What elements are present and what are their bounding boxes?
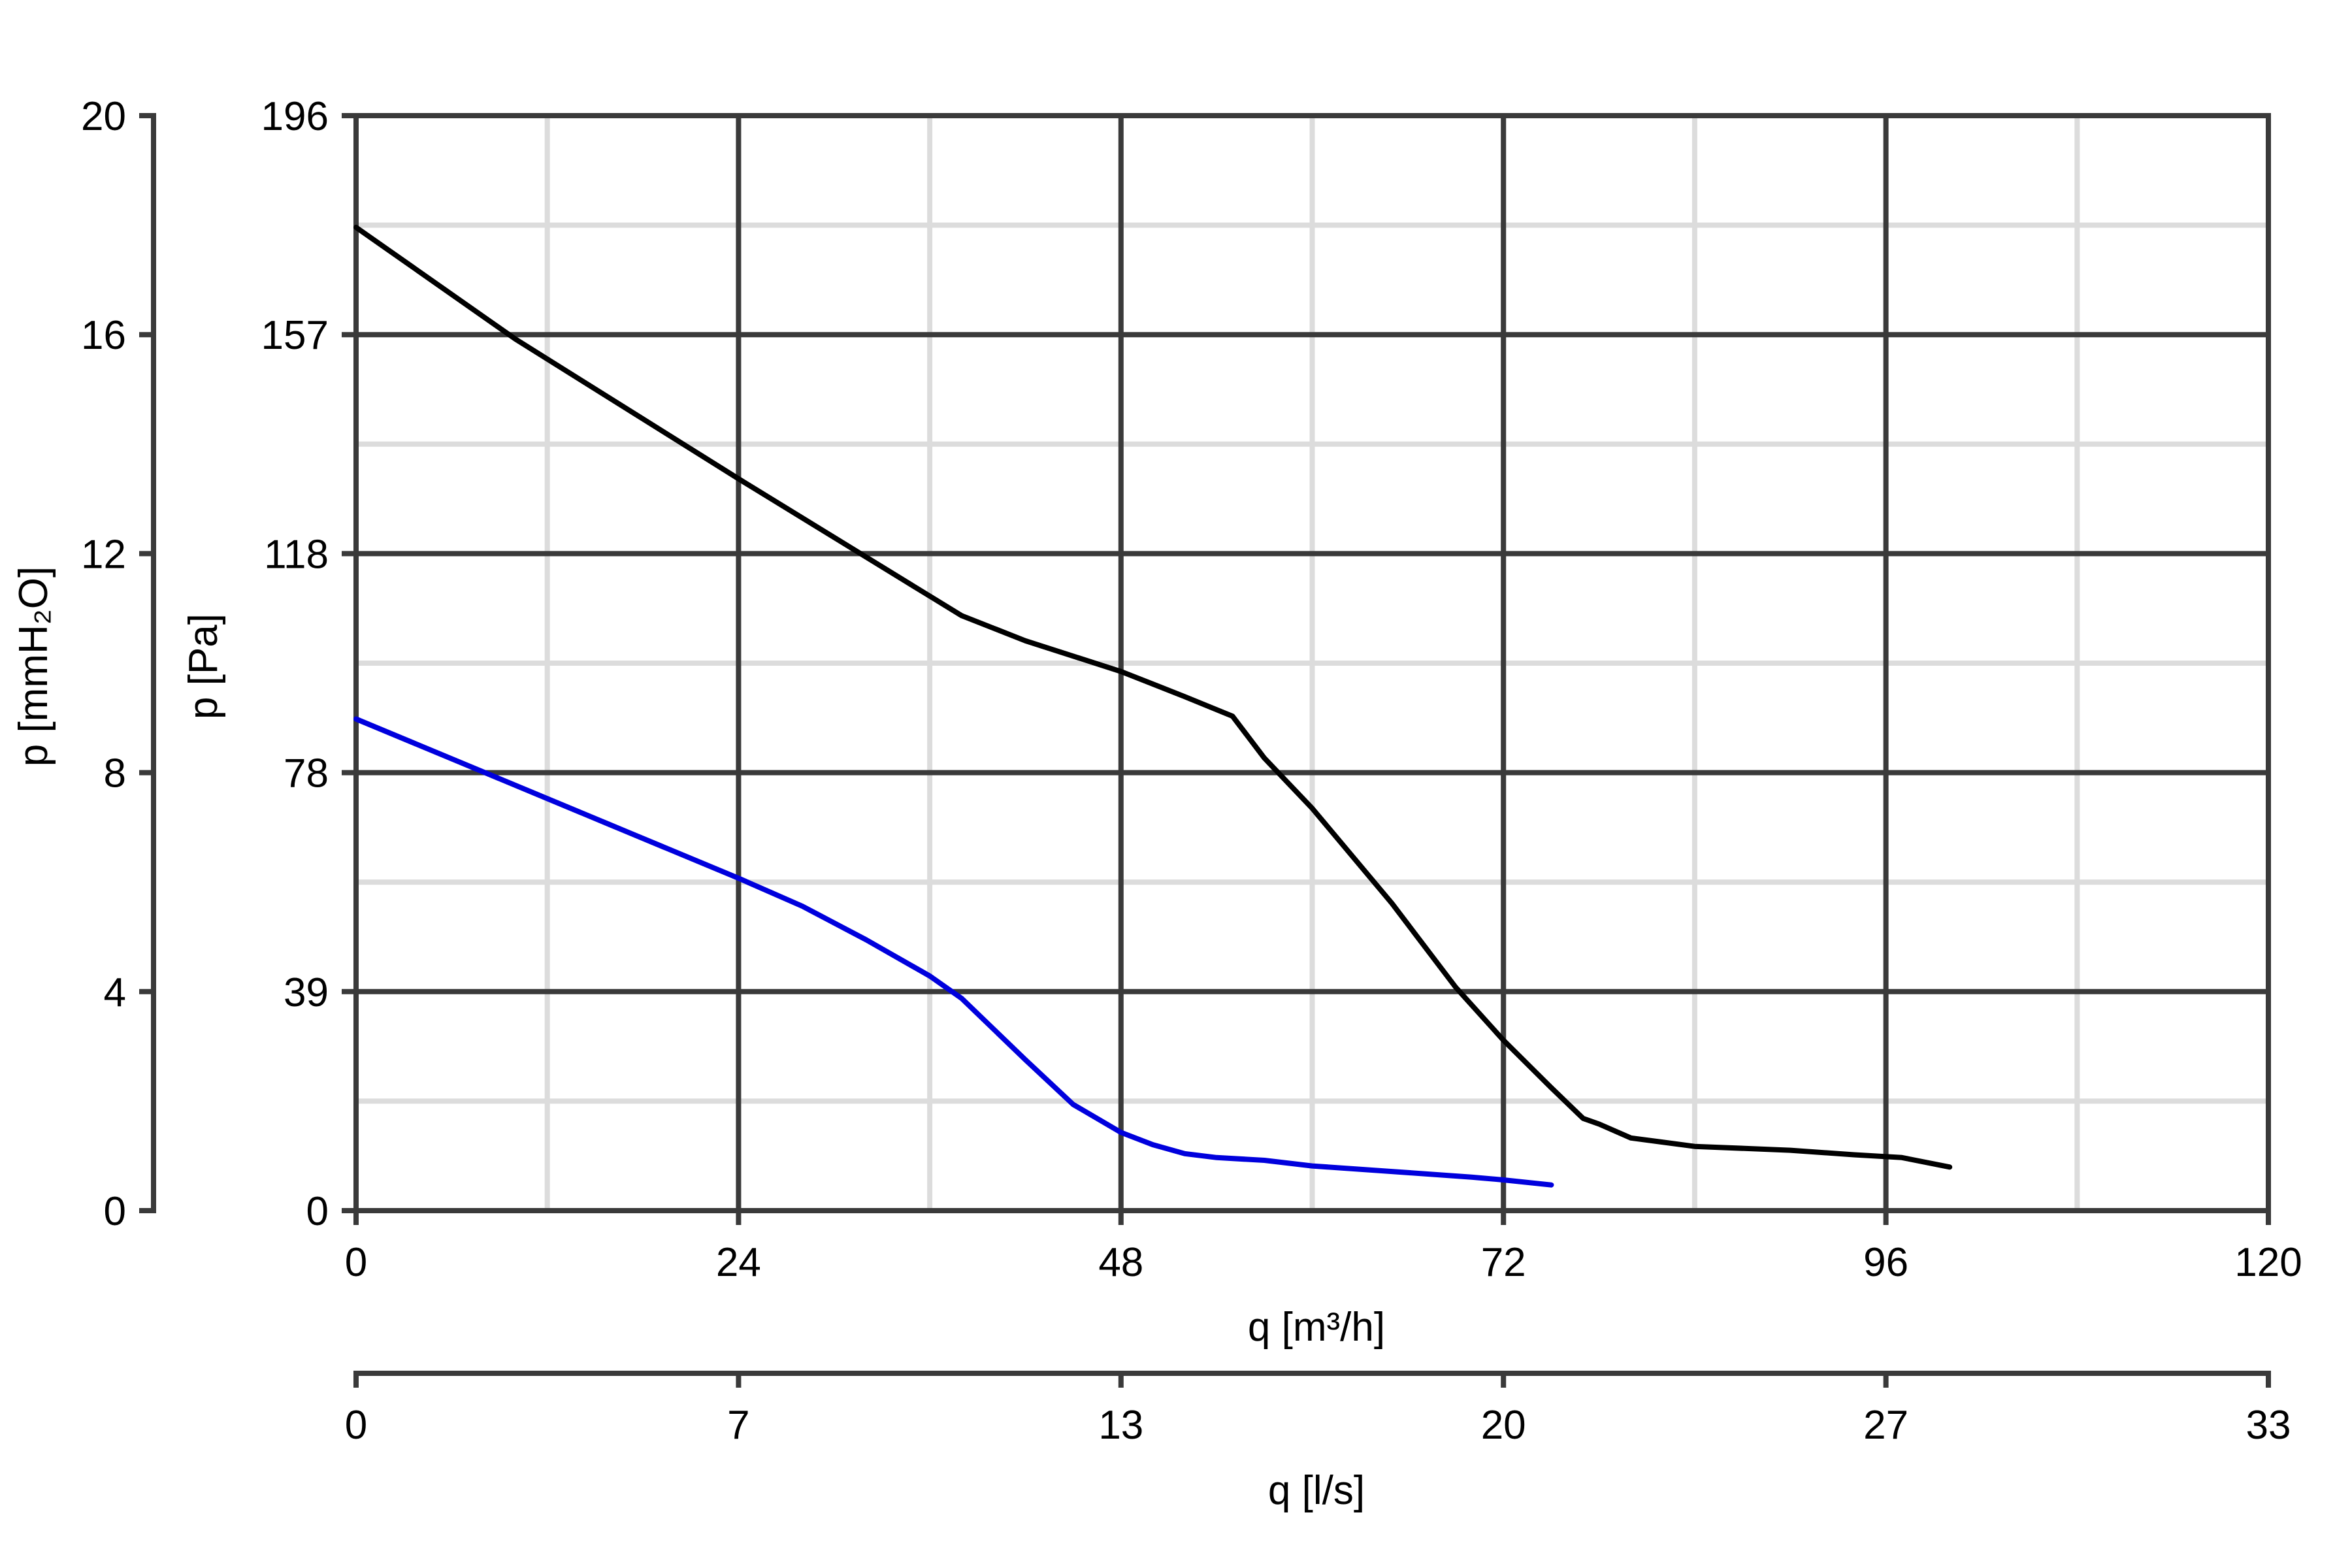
x2-tick-label: 7 bbox=[727, 1403, 749, 1448]
major-grid bbox=[356, 116, 2268, 1211]
x2-tick-label: 20 bbox=[1481, 1403, 1526, 1448]
x-tick-label: 96 bbox=[1863, 1240, 1908, 1285]
x-tick-label: 120 bbox=[2234, 1240, 2302, 1285]
y2-tick-label: 0 bbox=[104, 1189, 126, 1234]
x-axis: 0 24 48 72 96 120 bbox=[345, 1211, 2302, 1285]
x-tick-label: 48 bbox=[1098, 1240, 1143, 1285]
x2-axis-title: q [l/s] bbox=[1268, 1468, 1365, 1513]
y2-tick-label: 4 bbox=[104, 970, 126, 1015]
x-tick-label: 24 bbox=[716, 1240, 761, 1285]
y2-tick-label: 16 bbox=[81, 313, 126, 358]
x2-tick-label: 0 bbox=[345, 1403, 367, 1448]
y-tick-label: 39 bbox=[284, 970, 329, 1015]
y-tick-label: 196 bbox=[261, 94, 329, 139]
x2-axis: 0 7 13 20 27 33 bbox=[345, 1371, 2291, 1448]
plot-frame bbox=[353, 113, 2271, 1213]
y2-tick-label: 12 bbox=[81, 532, 126, 577]
y-tick-label: 78 bbox=[284, 751, 329, 796]
x-tick-label: 0 bbox=[345, 1240, 367, 1285]
x-tick-label: 72 bbox=[1481, 1240, 1526, 1285]
y-tick-label: 0 bbox=[306, 1189, 329, 1234]
x2-tick-label: 27 bbox=[1863, 1403, 1908, 1448]
y2-tick-label: 20 bbox=[81, 94, 126, 139]
y-axis: 0 39 78 118 157 196 bbox=[261, 94, 356, 1234]
series-line-1 bbox=[353, 225, 1953, 1170]
y-axis-title: p [Pa] bbox=[181, 613, 226, 719]
y2-axis-title: p [mmH₂O] bbox=[11, 566, 56, 767]
y-tick-label: 157 bbox=[261, 313, 329, 358]
x-axis-title: q [m³/h] bbox=[1248, 1305, 1385, 1350]
minor-grid bbox=[356, 116, 2268, 1211]
y-tick-label: 118 bbox=[264, 532, 329, 577]
y2-tick-label: 8 bbox=[104, 751, 126, 796]
x2-tick-label: 13 bbox=[1098, 1403, 1143, 1448]
y2-axis: 0 4 8 12 16 20 bbox=[81, 94, 156, 1234]
plot-border bbox=[353, 113, 2271, 1213]
series-line-2 bbox=[353, 716, 1554, 1188]
x2-tick-label: 33 bbox=[2246, 1403, 2291, 1448]
series-layer bbox=[353, 225, 1953, 1188]
